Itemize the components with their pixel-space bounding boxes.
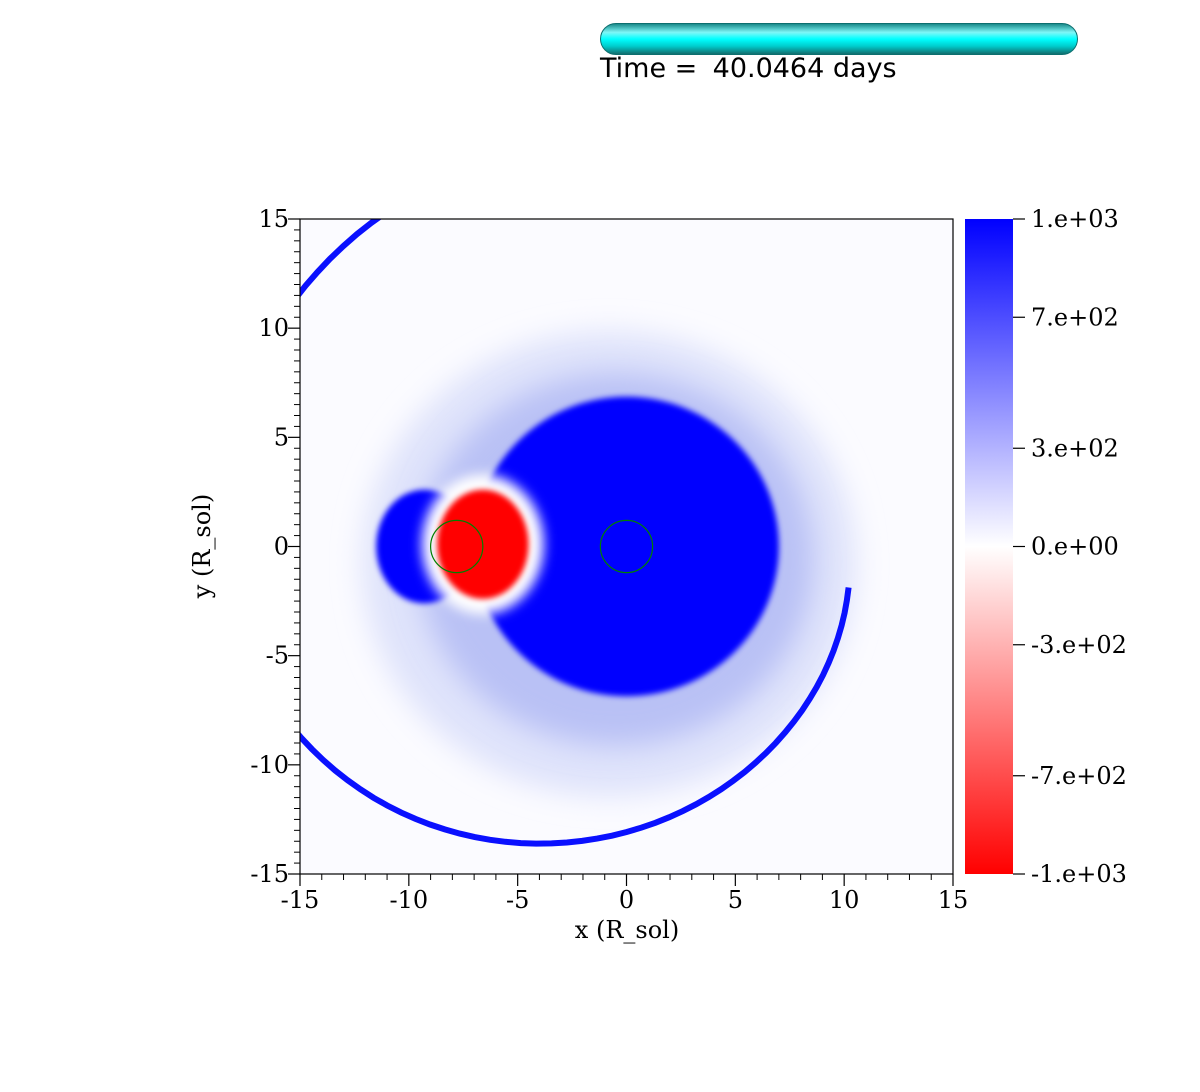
time-progress-bar bbox=[600, 23, 1078, 55]
colorbar-tick-label: -1.e+03 bbox=[1031, 860, 1127, 888]
x-tick-label: -15 bbox=[281, 886, 320, 914]
x-axis: -15 -10 -5 0 5 10 15 bbox=[281, 874, 969, 914]
y-tick-label: -15 bbox=[250, 860, 289, 888]
y-axis: 15 10 5 0 -5 -10 -15 bbox=[250, 205, 300, 888]
y-tick-label: -5 bbox=[266, 642, 289, 670]
x-tick-label: -5 bbox=[506, 886, 529, 914]
x-tick-label: 15 bbox=[938, 886, 969, 914]
time-prefix: Time = bbox=[600, 53, 698, 84]
x-tick-label: -10 bbox=[390, 886, 429, 914]
colorbar-tick-label: 1.e+03 bbox=[1031, 205, 1119, 233]
y-tick-label: 10 bbox=[258, 314, 289, 342]
companion-marker bbox=[430, 519, 484, 574]
heatmap bbox=[300, 219, 953, 874]
x-tick-label: 5 bbox=[728, 886, 743, 914]
y-tick-label: 0 bbox=[274, 533, 289, 561]
y-tick-label: 5 bbox=[274, 423, 289, 451]
colorbar-tick-label: -3.e+02 bbox=[1031, 631, 1127, 659]
x-axis-title: x (R_sol) bbox=[575, 916, 679, 944]
colorbar-ticks: 1.e+03 7.e+02 3.e+02 0.e+00 -3.e+02 -7.e+02 -1… bbox=[1013, 205, 1127, 888]
y-tick-label: 15 bbox=[258, 205, 289, 233]
y-minor-ticks bbox=[294, 229, 300, 864]
y-axis-title: y (R_sol) bbox=[188, 494, 216, 599]
colorbar-tick-label: 3.e+02 bbox=[1031, 434, 1119, 462]
x-minor-ticks bbox=[321, 874, 932, 880]
blue-core bbox=[474, 396, 779, 697]
colorbar bbox=[965, 219, 1013, 874]
primary-marker bbox=[599, 519, 654, 574]
time-label: Time = 40.0464 days bbox=[600, 53, 897, 84]
colorbar-tick-label: 0.e+00 bbox=[1031, 533, 1119, 561]
x-tick-label: 10 bbox=[829, 886, 860, 914]
time-unit: days bbox=[832, 53, 897, 84]
time-value: 40.0464 bbox=[712, 53, 825, 84]
y-tick-label: -10 bbox=[250, 751, 289, 779]
colorbar-tick-label: -7.e+02 bbox=[1031, 762, 1127, 790]
shock-front bbox=[300, 219, 852, 847]
x-tick-label: 0 bbox=[619, 886, 634, 914]
colorbar-tick-label: 7.e+02 bbox=[1031, 303, 1119, 331]
